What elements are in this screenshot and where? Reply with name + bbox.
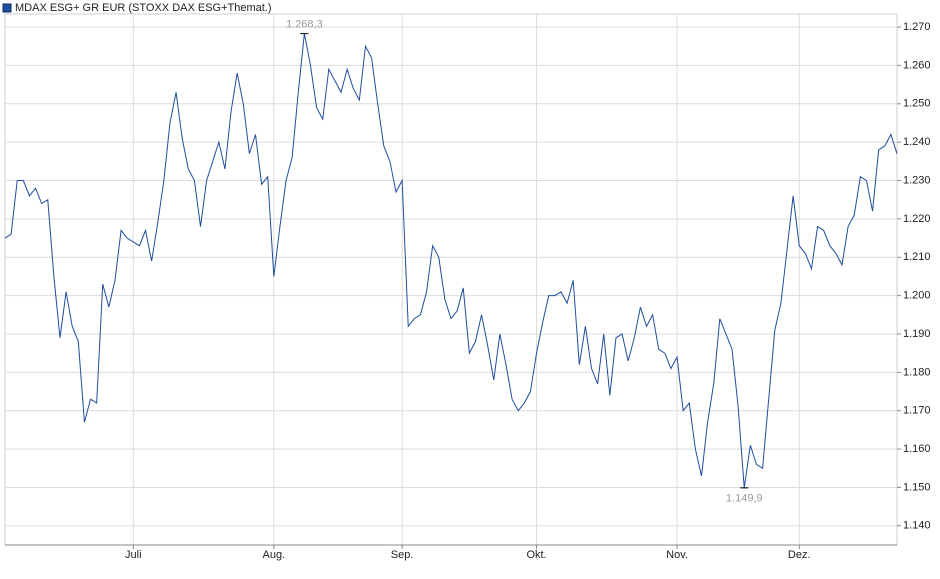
legend-swatch: [2, 3, 12, 13]
y-tick-label: 1.240: [903, 136, 931, 148]
annotation-label: 1.149,9: [726, 493, 763, 505]
y-tick-label: 1.200: [903, 290, 931, 302]
y-tick-label: 1.140: [903, 520, 931, 532]
y-tick-label: 1.160: [903, 443, 931, 455]
y-tick-label: 1.190: [903, 328, 931, 340]
x-tick-label: Juli: [125, 549, 142, 561]
y-tick-label: 1.250: [903, 98, 931, 110]
y-tick-label: 1.220: [903, 213, 931, 225]
y-tick-label: 1.270: [903, 21, 931, 33]
x-tick-label: Sep.: [391, 549, 414, 561]
series-line: [4, 33, 898, 488]
annotation-label: 1.268,3: [286, 18, 323, 30]
x-tick-label: Okt.: [526, 549, 546, 561]
x-tick-label: Aug.: [263, 549, 286, 561]
legend-label: MDAX ESG+ GR EUR (STOXX DAX ESG+Themat.): [15, 2, 272, 14]
x-tick-label: Nov.: [666, 549, 688, 561]
y-tick-label: 1.150: [903, 481, 931, 493]
y-tick-label: 1.230: [903, 174, 931, 186]
y-tick-label: 1.180: [903, 366, 931, 378]
x-tick-label: Dez.: [788, 549, 811, 561]
y-tick-label: 1.260: [903, 59, 931, 71]
y-tick-label: 1.210: [903, 251, 931, 263]
y-tick-label: 1.170: [903, 405, 931, 417]
